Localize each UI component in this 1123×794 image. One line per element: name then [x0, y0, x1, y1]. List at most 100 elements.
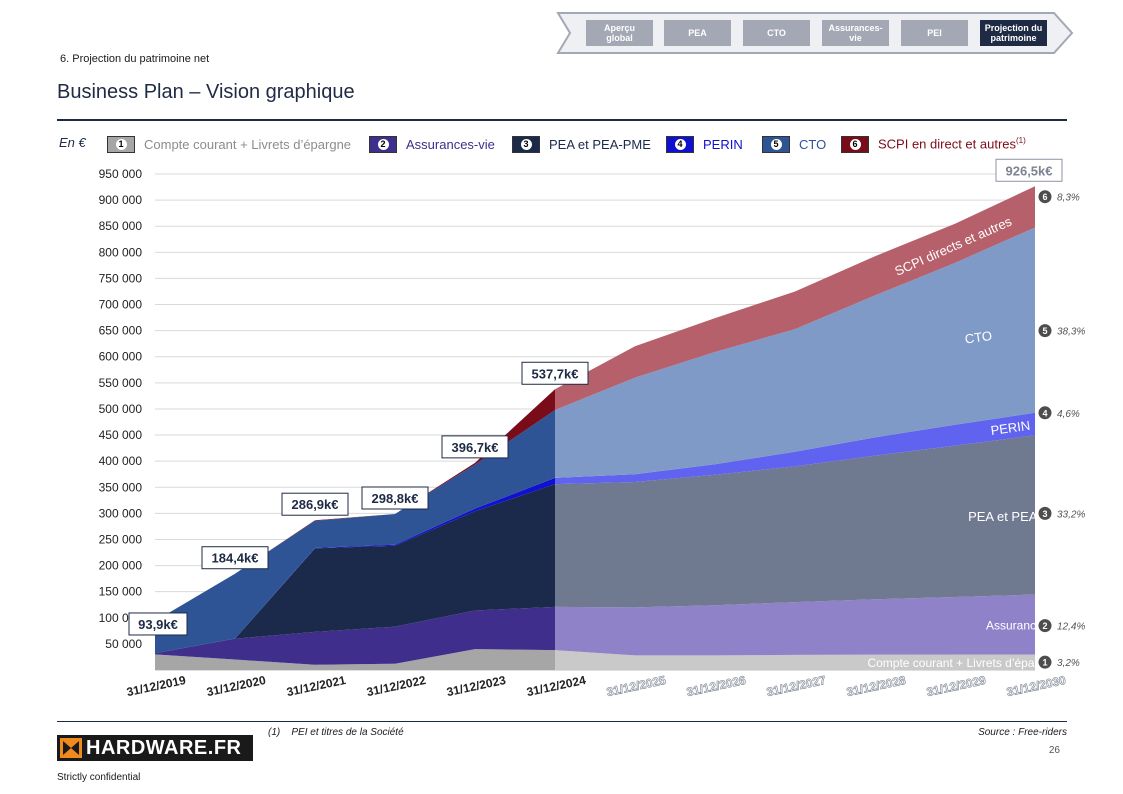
x-tick-label: 31/12/2029	[925, 673, 987, 699]
share-badge	[1038, 619, 1052, 633]
share-value: 4,6%	[1057, 409, 1080, 420]
y-tick-label: 300 000	[99, 506, 143, 520]
legend-number: 4	[674, 138, 686, 150]
share-badge	[1038, 190, 1052, 204]
footer-divider	[57, 721, 1067, 722]
y-tick-label: 150 000	[99, 585, 143, 599]
section-navigation: Aperçu global PEA CTO Assurances-vie PEI Proje…	[556, 12, 1074, 54]
x-tick-label: 31/12/2026	[685, 673, 747, 699]
x-tick-label: 31/12/2020	[205, 673, 267, 699]
footnote-number: (1)	[268, 727, 281, 738]
x-tick-label: 31/12/2021	[285, 673, 347, 699]
y-tick-label: 450 000	[99, 428, 143, 442]
legend-swatch: 4	[666, 135, 694, 153]
legend-item: 4 PERIN	[666, 135, 743, 153]
area-pea-historical	[155, 484, 555, 654]
legend-item: 1 Compte courant + Livrets d’épargne	[107, 135, 351, 153]
legend-number: 2	[377, 138, 389, 150]
y-tick-label: 850 000	[99, 219, 143, 233]
legend-number: 3	[520, 138, 532, 150]
x-tick-label: 31/12/2028	[845, 673, 907, 699]
confidentiality-note: Strictly confidential	[57, 772, 141, 783]
tab-assurances-vie[interactable]: Assurances-vie	[822, 20, 889, 46]
page-number: 26	[1048, 745, 1060, 756]
total-callout-box	[441, 435, 509, 459]
tab-pea[interactable]: PEA	[664, 20, 731, 46]
total-callout: 286,9k€	[292, 497, 339, 512]
area-perin-historical	[155, 477, 555, 654]
legend-item: 2 Assurances-vie	[369, 135, 495, 153]
tab-label: PEA	[688, 28, 707, 38]
company-logo: HARDWARE.FR	[57, 735, 253, 761]
y-tick-label: 550 000	[99, 376, 143, 390]
y-tick-label: 350 000	[99, 480, 143, 494]
total-callout-box	[128, 612, 188, 636]
legend-number: 5	[770, 138, 782, 150]
tab-aper-u-global[interactable]: Aperçu global	[586, 20, 653, 46]
y-tick-label: 700 000	[99, 298, 143, 312]
source-note: Source : Free-riders	[978, 727, 1067, 738]
y-tick-label: 750 000	[99, 271, 143, 285]
y-tick-label: 950 000	[99, 167, 143, 181]
area-livrets-historical	[155, 649, 555, 670]
legend-item: 6 SCPI en direct et autres(1)	[841, 135, 1026, 153]
legend-footnote-ref: (1)	[1016, 136, 1026, 146]
share-badge-number: 6	[1042, 192, 1047, 202]
total-callout: 298,8k€	[372, 491, 419, 506]
area-assurances-projection	[555, 594, 1035, 656]
legend-label: PEA et PEA-PME	[549, 136, 651, 152]
x-tick-label: 31/12/2023	[445, 673, 507, 699]
title-divider	[57, 119, 1067, 121]
logo-mark-icon	[60, 738, 82, 758]
y-tick-label: 650 000	[99, 324, 143, 338]
tab-projection-du-patrimoine[interactable]: Projection du patrimoine	[980, 20, 1047, 46]
x-tick-label: 31/12/2024	[525, 673, 587, 699]
legend-label: CTO	[799, 136, 827, 152]
area-pea-projection	[555, 435, 1035, 608]
x-tick-label: 31/12/2025	[605, 673, 667, 699]
total-callout-box	[521, 361, 589, 385]
legend-label: Compte courant + Livrets d’épargne	[144, 136, 352, 152]
legend-number: 1	[115, 138, 127, 150]
area-label-perin: PERIN	[990, 418, 1031, 438]
area-label-assurances: Assurances-vie	[986, 619, 1068, 633]
tab-label: PEI	[927, 28, 942, 38]
total-callout: 537,7k€	[532, 366, 579, 381]
share-value: 12,4%	[1057, 622, 1085, 633]
area-cto-historical	[155, 409, 555, 654]
share-badge	[1038, 655, 1052, 669]
share-badge	[1038, 324, 1052, 338]
share-badge-number: 3	[1042, 509, 1047, 519]
tab-label: CTO	[767, 28, 786, 38]
x-tick-label: 31/12/2019	[125, 673, 187, 699]
area-assurances-historical	[155, 606, 555, 665]
area-label-pea: PEA et PEA-PME	[968, 509, 1070, 524]
y-tick-label: 400 000	[99, 454, 143, 468]
tab-pei[interactable]: PEI	[901, 20, 968, 46]
legend-item: 5 CTO	[762, 135, 826, 153]
tab-cto[interactable]: CTO	[743, 20, 810, 46]
share-value: 8,3%	[1057, 193, 1080, 204]
total-callout: 396,7k€	[452, 440, 499, 455]
tab-label: Projection du patrimoine	[984, 23, 1043, 43]
y-tick-label: 600 000	[99, 350, 143, 364]
total-callout: 184,4k€	[212, 551, 259, 566]
area-scpi-projection	[555, 186, 1035, 410]
y-tick-label: 800 000	[99, 245, 143, 259]
logo-text: HARDWARE.FR	[86, 736, 242, 759]
y-tick-label: 50 000	[105, 637, 142, 651]
footnote: (1) PEI et titres de la Société	[268, 727, 404, 738]
total-callout: 93,9k€	[138, 617, 178, 632]
share-value: 33,2%	[1057, 509, 1085, 520]
legend-swatch: 2	[369, 135, 397, 153]
legend-swatch: 1	[107, 135, 135, 153]
x-tick-label: 31/12/2027	[765, 673, 827, 699]
area-label-cto: CTO	[964, 328, 993, 347]
share-badge-number: 1	[1042, 658, 1047, 668]
area-cto-projection	[555, 227, 1035, 478]
share-value: 3,2%	[1057, 658, 1080, 669]
y-tick-label: 250 000	[99, 532, 143, 546]
unit-label: En €	[59, 135, 86, 150]
area-perin-projection	[555, 412, 1035, 485]
legend-label: Assurances-vie	[406, 136, 495, 152]
